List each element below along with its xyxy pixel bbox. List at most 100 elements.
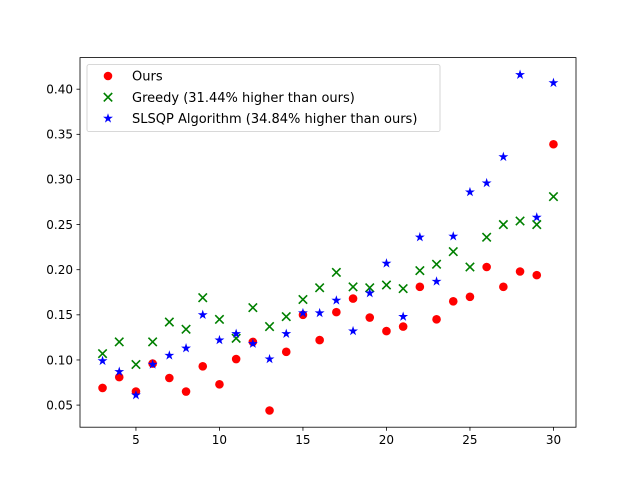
y-tick-label: 0.20 (46, 263, 73, 277)
data-point (364, 282, 375, 293)
data-point (298, 294, 308, 305)
data-point (431, 259, 442, 270)
x-tick-label: 30 (546, 433, 561, 447)
y-tick-label: 0.05 (46, 398, 73, 412)
data-point (164, 350, 175, 360)
data-point (364, 287, 375, 298)
data-point (247, 338, 258, 348)
data-point (448, 246, 459, 257)
series-1 (97, 191, 559, 370)
plot-frame (79, 57, 577, 428)
data-point (281, 328, 292, 338)
legend-entry: Greedy (31.44% higher than ours) (103, 91, 355, 106)
data-point (465, 186, 475, 197)
data-point (248, 302, 258, 313)
y-axis: 0.05 0.10 0.15 0.20 0.25 0.30 0.35 0.40 (46, 82, 80, 412)
y-tick-label: 0.30 (46, 173, 73, 187)
data-point (515, 216, 525, 226)
legend-marker (103, 113, 113, 123)
data-point (332, 307, 341, 317)
data-point (465, 292, 475, 302)
y-tick-label: 0.25 (46, 218, 73, 232)
data-point (481, 232, 492, 242)
data-point (214, 334, 225, 345)
series-2 (97, 69, 559, 400)
data-point (398, 322, 408, 331)
data-point (197, 309, 208, 320)
data-point (548, 191, 559, 202)
legend-entry: Ours (103, 70, 163, 85)
data-point (348, 325, 358, 336)
data-point (315, 335, 324, 345)
data-point (281, 347, 291, 357)
data-point (498, 151, 509, 162)
legend-entry: SLSQP Algorithm (34.84% higher than ours… (103, 112, 417, 127)
legend-marker (103, 71, 113, 81)
data-point (281, 311, 292, 322)
data-point (382, 326, 391, 336)
x-tick-label: 15 (295, 433, 310, 447)
data-point (465, 262, 475, 272)
data-point (314, 282, 325, 293)
data-point (214, 314, 225, 325)
data-point (114, 372, 124, 382)
data-point (499, 282, 508, 292)
data-point (398, 311, 409, 321)
data-point (215, 380, 224, 389)
data-point (381, 258, 392, 268)
data-point (264, 353, 275, 364)
legend-label: Ours (132, 70, 163, 85)
data-point (231, 333, 241, 344)
data-point (414, 232, 425, 242)
data-point (165, 373, 174, 383)
x-tick-label: 10 (212, 433, 227, 447)
x-tick-label: 25 (462, 433, 477, 447)
data-point (114, 366, 125, 376)
data-point (97, 348, 108, 359)
legend-box (86, 64, 441, 132)
data-point (498, 219, 509, 230)
data-point (181, 324, 191, 335)
data-point (198, 361, 208, 371)
data-point (131, 359, 141, 370)
data-point (147, 337, 158, 347)
legend: Ours Greedy (31.44% higher than ours) SLSQ… (86, 64, 441, 132)
data-point (231, 328, 242, 338)
data-point (331, 267, 342, 278)
x-tick-label: 5 (132, 433, 140, 447)
data-point (264, 321, 275, 332)
data-point (114, 337, 125, 347)
legend-label: SLSQP Algorithm (34.84% higher than ours… (132, 112, 417, 127)
x-axis: 5 10 15 20 25 30 (132, 427, 561, 447)
data-point (181, 343, 191, 353)
y-tick-label: 0.40 (46, 82, 73, 96)
data-point (298, 307, 308, 318)
series-0 (98, 139, 558, 415)
data-point (549, 139, 558, 149)
data-point (164, 317, 175, 327)
data-point (482, 262, 491, 272)
data-point (131, 389, 141, 400)
data-point (147, 359, 158, 369)
data-point (98, 383, 107, 393)
legend-marker (103, 92, 113, 102)
data-point (431, 276, 442, 286)
data-point (365, 313, 375, 322)
data-point (181, 387, 191, 396)
data-points (97, 69, 559, 415)
data-point (515, 267, 525, 276)
data-point (415, 265, 425, 276)
y-tick-label: 0.15 (46, 308, 73, 322)
data-point (448, 231, 459, 241)
data-point (481, 177, 492, 188)
data-point (265, 406, 274, 415)
data-point (398, 283, 408, 294)
data-point (348, 294, 358, 303)
data-point (531, 212, 542, 222)
data-point (432, 315, 441, 324)
data-point (381, 280, 392, 290)
legend-label: Greedy (31.44% higher than ours) (132, 91, 355, 106)
data-point (548, 77, 559, 88)
data-point (515, 69, 525, 79)
